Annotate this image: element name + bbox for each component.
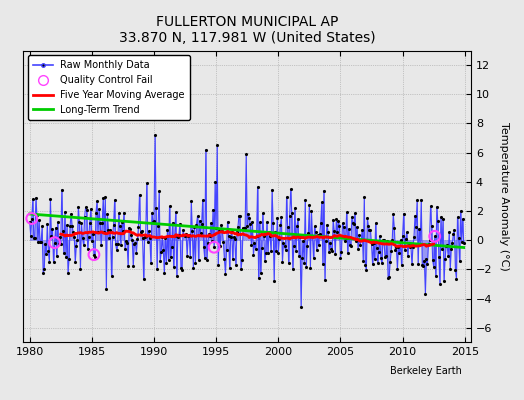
Raw Monthly Data <box>444 243 450 248</box>
Quality Control Fail <box>28 215 36 222</box>
Raw Monthly Data <box>461 241 467 246</box>
Quality Control Fail <box>50 240 59 246</box>
Five Year Moving Average <box>431 242 437 246</box>
Quality Control Fail <box>431 233 439 240</box>
Text: Berkeley Earth: Berkeley Earth <box>390 366 462 376</box>
Line: Raw Monthly Data: Raw Monthly Data <box>28 134 465 308</box>
Raw Monthly Data <box>27 220 33 224</box>
Five Year Moving Average <box>123 229 129 234</box>
Title: FULLERTON MUNICIPAL AP
33.870 N, 117.981 W (United States): FULLERTON MUNICIPAL AP 33.870 N, 117.981… <box>119 15 376 45</box>
Quality Control Fail <box>210 244 219 250</box>
Line: Five Year Moving Average: Five Year Moving Average <box>61 231 434 247</box>
Five Year Moving Average <box>128 230 134 235</box>
Five Year Moving Average <box>386 242 392 247</box>
Five Year Moving Average <box>58 232 64 236</box>
Raw Monthly Data <box>172 210 179 214</box>
Raw Monthly Data <box>152 133 158 138</box>
Quality Control Fail <box>90 252 98 258</box>
Five Year Moving Average <box>292 235 298 240</box>
Five Year Moving Average <box>283 236 290 241</box>
Legend: Raw Monthly Data, Quality Control Fail, Five Year Moving Average, Long-Term Tren: Raw Monthly Data, Quality Control Fail, … <box>28 55 190 120</box>
Raw Monthly Data <box>221 257 227 262</box>
Raw Monthly Data <box>386 275 392 280</box>
Five Year Moving Average <box>271 234 277 238</box>
Raw Monthly Data <box>242 225 248 230</box>
Raw Monthly Data <box>41 267 47 272</box>
Y-axis label: Temperature Anomaly (°C): Temperature Anomaly (°C) <box>499 122 509 271</box>
Raw Monthly Data <box>298 304 304 309</box>
Five Year Moving Average <box>402 244 409 249</box>
Five Year Moving Average <box>68 233 74 238</box>
